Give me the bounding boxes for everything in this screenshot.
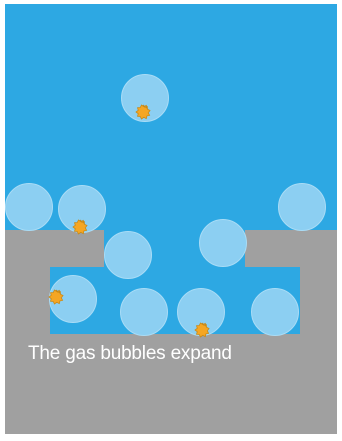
bubble-left-edge	[5, 183, 53, 231]
bubble-cavity-2	[120, 288, 168, 336]
gas-bubbles-diagram	[5, 4, 337, 434]
bubble-cavity-left	[49, 275, 97, 323]
bubble-right-edge	[278, 183, 326, 231]
illustration	[5, 4, 337, 434]
bubble-rising	[121, 74, 169, 122]
rock-ground	[5, 230, 337, 434]
bubble-center-left	[104, 231, 152, 279]
bubbles	[5, 74, 326, 336]
caption-text: The gas bubbles expand	[28, 343, 232, 364]
bubble-cavity-right	[251, 288, 299, 336]
bubble-center-right	[199, 219, 247, 267]
